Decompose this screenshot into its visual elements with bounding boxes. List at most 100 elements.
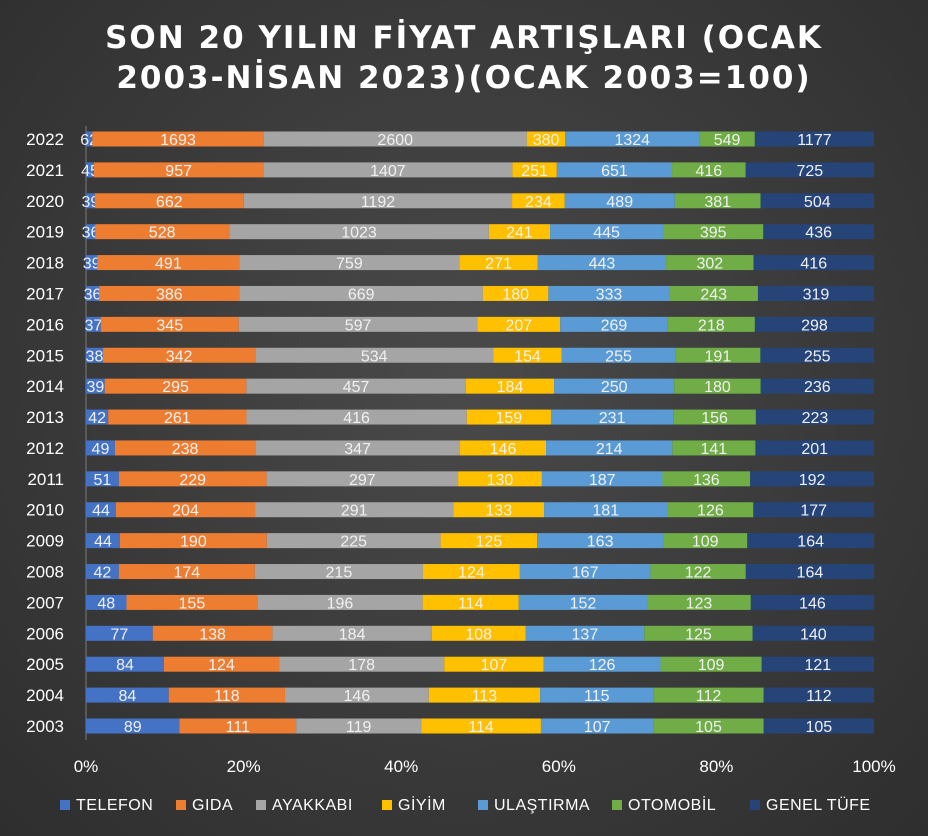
x-tick-label-4: 80% [699,757,733,776]
data-label-2003-s4: 107 [584,719,611,736]
bar-2005-s4 [543,656,661,672]
bar-2004-s5 [653,687,764,703]
data-label-2003-s5: 105 [695,719,722,736]
legend-label-6: GENEL TÜFE [766,796,871,814]
chart-title: SON 20 YILIN FİYAT ARTIŞLARI (OCAK 2003-… [0,18,928,98]
bar-2021-s1 [93,162,264,178]
data-label-2013-s2: 416 [343,410,370,427]
bar-2006-s0 [86,625,153,641]
data-label-2008-s4: 167 [572,565,599,582]
bar-2017-s5 [669,285,758,301]
data-label-2011-s1: 229 [179,472,206,489]
data-label-2014-s5: 180 [704,379,731,396]
data-label-2005-s3: 107 [481,657,508,674]
y-tick-label-2010: 2010 [26,501,64,520]
bar-2021-s6 [745,162,874,178]
data-label-2003-s3: 114 [468,719,494,736]
bar-2012-s6 [755,440,874,456]
data-label-2010-s4: 181 [592,503,619,520]
bar-2007-s4 [518,594,648,610]
data-label-2005-s6: 121 [804,657,831,674]
data-label-2006-s0: 77 [110,626,128,643]
bar-2013-s3 [466,409,551,425]
data-label-2016-s3: 207 [505,317,532,334]
y-tick-label-2017: 2017 [26,284,64,303]
bar-2004-s4 [540,687,654,703]
bar-2014-s3 [465,378,555,394]
legend-swatch-0 [60,800,70,810]
bar-2006-s4 [525,625,645,641]
data-label-2015-s1: 342 [166,348,193,365]
bar-2005-s0 [86,656,164,672]
data-label-2019-s4: 445 [593,225,620,242]
legend-swatch-2 [256,800,266,810]
data-label-2018-s5: 302 [696,256,723,273]
data-label-2016-s5: 218 [698,317,725,334]
data-label-2017-s2: 669 [348,286,375,303]
y-tick-label-2018: 2018 [26,254,64,273]
bar-2009-s4 [537,533,664,549]
data-label-2020-s4: 489 [606,194,633,211]
data-label-2007-s6: 146 [799,595,826,612]
bar-2013-s4 [550,409,674,425]
bar-2021-s5 [672,162,746,178]
data-label-2015-s2: 534 [361,348,388,365]
bar-2011-s3 [458,471,542,487]
bar-2017-s0 [86,285,100,301]
bar-2009-s6 [747,533,874,549]
bar-2022-s0 [86,131,93,147]
data-label-2009-s4: 163 [587,534,614,551]
bar-2018-s0 [86,255,98,271]
y-tick-label-2005: 2005 [26,655,64,674]
y-tick-label-2020: 2020 [26,192,64,211]
bar-2007-s1 [126,594,258,610]
bar-2015-s1 [102,347,256,363]
data-label-2013-s1: 261 [164,410,191,427]
bar-2005-s2 [279,656,445,672]
bar-2020-s5 [674,193,761,209]
legend-label-1: GIDA [192,797,233,814]
bar-2015-s4 [561,347,676,363]
data-label-2009-s2: 225 [340,534,367,551]
bar-2014-s6 [760,378,874,394]
data-label-2021-s4: 651 [601,163,628,180]
data-label-2018-s3: 271 [485,256,512,273]
data-label-2010-s3: 133 [485,503,512,520]
data-label-2007-s5: 123 [686,595,713,612]
bar-2020-s2 [243,193,513,209]
data-label-2014-s2: 457 [343,379,370,396]
data-label-2009-s0: 44 [94,534,112,551]
bar-2019-s1 [95,224,230,240]
data-label-2019-s6: 436 [805,225,832,242]
data-label-2008-s1: 174 [173,565,200,582]
data-label-2008-s3: 124 [458,565,485,582]
bar-2005-s6 [761,656,874,672]
data-label-2008-s5: 122 [685,565,712,582]
bar-2009-s5 [663,533,748,549]
bar-2016-s5 [667,316,755,332]
data-label-2012-s0: 49 [92,441,110,458]
bar-2014-s2 [246,378,466,394]
bar-2007-s5 [647,594,751,610]
data-label-2012-s4: 214 [596,441,623,458]
bar-2021-s3 [512,162,557,178]
data-label-2022-s4: 1324 [614,132,650,149]
data-label-2004-s3: 113 [472,688,498,705]
y-tick-label-2014: 2014 [26,377,64,396]
data-label-2013-s6: 223 [802,410,829,427]
bar-2019-s5 [663,224,764,240]
data-label-2018-s4: 443 [589,256,616,273]
data-label-2005-s0: 84 [116,657,134,674]
x-tick-label-2: 40% [384,757,418,776]
bar-2004-s0 [86,687,169,703]
data-label-2018-s0: 39 [83,256,101,273]
data-label-2003-s1: 111 [226,719,250,736]
bar-2019-s3 [488,224,551,240]
bar-2003-s0 [86,718,180,734]
data-label-2019-s2: 1023 [341,225,377,242]
data-label-2010-s1: 204 [172,503,199,520]
bar-2003-s4 [540,718,654,734]
bar-2013-s5 [673,409,756,425]
data-label-2009-s5: 109 [692,534,719,551]
